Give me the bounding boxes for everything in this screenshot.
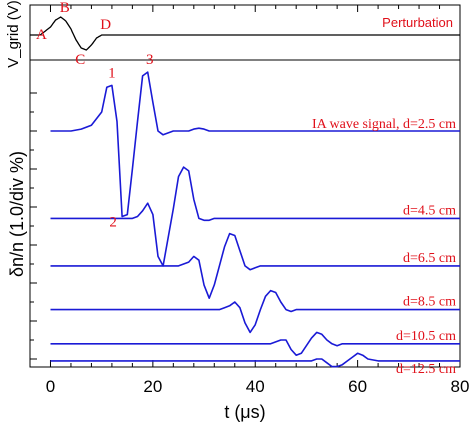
series-label-5: d=10.5 cm bbox=[396, 329, 456, 344]
top-panel-ticks bbox=[29, 5, 461, 12]
signal-series-layer bbox=[50, 71, 460, 368]
perturbation-point-d: D bbox=[100, 17, 111, 33]
x-tick-label: 20 bbox=[143, 377, 162, 396]
annotation-layer: IA wave signal, d=2.5 cm d=4.5 cm d=6.5 cm… bbox=[108, 52, 456, 377]
signal-series-6 bbox=[50, 352, 460, 368]
perturbation-point-c: C bbox=[75, 52, 85, 68]
perturbation-point-a: A bbox=[36, 27, 47, 43]
perturbation-layer: Perturbation AB C D bbox=[30, 0, 460, 68]
perturbation-label: Perturbation bbox=[382, 15, 453, 30]
y-axis-label: δn/n (1.0/div %) bbox=[7, 151, 27, 277]
peak-label-1: 1 bbox=[108, 65, 116, 81]
series-label-3: d=6.5 cm bbox=[403, 251, 456, 266]
x-tick-labels: 0 20 40 60 80 bbox=[46, 377, 470, 396]
series-label-6: d=12.5 cm bbox=[396, 362, 456, 377]
perturbation-line bbox=[30, 16, 460, 51]
x-tick-label: 80 bbox=[451, 377, 470, 396]
series-label-2: d=4.5 cm bbox=[403, 203, 456, 218]
x-tick-label: 40 bbox=[246, 377, 265, 396]
peak-label-3: 3 bbox=[146, 52, 154, 68]
perturbation-y-axis-label: V_grid (V) bbox=[5, 0, 22, 68]
main-panel-ticks bbox=[29, 92, 461, 367]
x-axis-label: t (μs) bbox=[224, 402, 265, 422]
perturbation-point-b: B bbox=[60, 0, 70, 16]
x-tick-label: 0 bbox=[46, 377, 55, 396]
main-panel-frame bbox=[29, 59, 461, 368]
x-tick-label: 60 bbox=[348, 377, 367, 396]
peak-label-2: 2 bbox=[109, 215, 117, 231]
signal-series-1 bbox=[50, 71, 460, 218]
series-label-4: d=8.5 cm bbox=[403, 295, 456, 310]
top-panel-frame bbox=[29, 4, 461, 61]
series-label-1: IA wave signal, d=2.5 cm bbox=[312, 117, 456, 132]
signal-series-2 bbox=[50, 166, 460, 267]
signal-series-3 bbox=[50, 232, 460, 300]
signal-series-4 bbox=[50, 289, 460, 334]
signal-series-5 bbox=[50, 331, 460, 357]
